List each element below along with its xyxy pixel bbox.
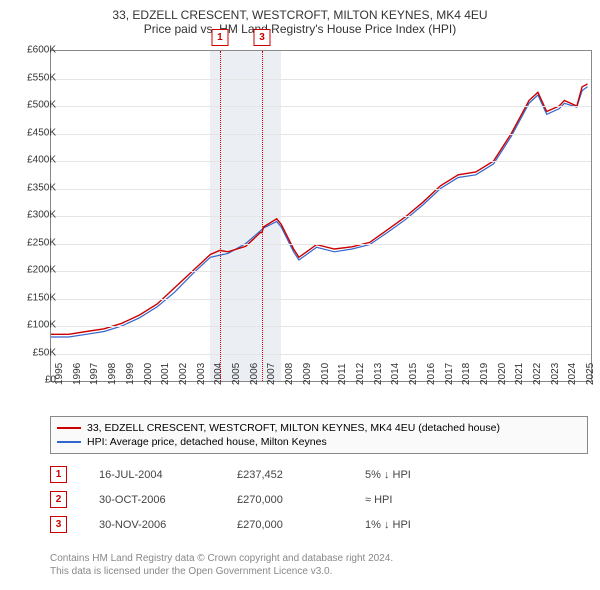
gridline-h [51, 189, 591, 190]
y-tick-label: £350K [27, 182, 56, 193]
gridline-h [51, 354, 591, 355]
y-tick-label: £400K [27, 155, 56, 166]
x-tick-label: 2025 [585, 363, 596, 385]
x-tick-label: 2013 [373, 363, 384, 385]
y-tick-label: £450K [27, 127, 56, 138]
x-tick-label: 2009 [302, 363, 313, 385]
title-line-1: 33, EDZELL CRESCENT, WESTCROFT, MILTON K… [10, 8, 590, 22]
legend-swatch [57, 441, 81, 443]
y-tick-label: £100K [27, 320, 56, 331]
x-tick-label: 2012 [355, 363, 366, 385]
event-delta: 5% ↓ HPI [365, 469, 485, 481]
event-vline [262, 51, 263, 381]
y-tick-label: £0 [45, 375, 56, 386]
x-tick-label: 2005 [231, 363, 242, 385]
x-tick-label: 1996 [72, 363, 83, 385]
y-tick-label: £600K [27, 45, 56, 56]
event-number-box: 2 [50, 491, 67, 508]
gridline-h [51, 79, 591, 80]
y-tick-label: £550K [27, 72, 56, 83]
gridline-h [51, 326, 591, 327]
event-marker: 1 [211, 29, 228, 46]
gridline-h [51, 216, 591, 217]
event-row: 2 30-OCT-2006 £270,000 ≈ HPI [50, 487, 590, 512]
y-tick-label: £500K [27, 100, 56, 111]
event-marker: 3 [254, 29, 271, 46]
x-tick-label: 2021 [514, 363, 525, 385]
event-row: 1 16-JUL-2004 £237,452 5% ↓ HPI [50, 462, 590, 487]
x-tick-label: 2015 [408, 363, 419, 385]
x-tick-label: 2018 [461, 363, 472, 385]
event-delta: 1% ↓ HPI [365, 519, 485, 531]
y-tick-label: £250K [27, 237, 56, 248]
x-tick-label: 2011 [337, 363, 348, 385]
legend-row: HPI: Average price, detached house, Milt… [57, 435, 581, 449]
x-tick-label: 2014 [390, 363, 401, 385]
event-number-box: 3 [50, 516, 67, 533]
event-date: 30-OCT-2006 [75, 494, 229, 506]
title-line-2: Price paid vs. HM Land Registry's House … [10, 22, 590, 36]
series-line [51, 84, 588, 334]
event-price: £270,000 [237, 494, 357, 506]
x-tick-label: 2023 [550, 363, 561, 385]
x-tick-label: 2024 [567, 363, 578, 385]
x-tick-label: 2016 [426, 363, 437, 385]
chart-container: 33, EDZELL CRESCENT, WESTCROFT, MILTON K… [0, 0, 600, 590]
event-vline [220, 51, 221, 381]
footer-line-2: This data is licensed under the Open Gov… [50, 565, 590, 578]
y-tick-label: £50K [33, 347, 56, 358]
x-tick-label: 2010 [320, 363, 331, 385]
legend-swatch [57, 427, 81, 429]
gridline-h [51, 244, 591, 245]
y-tick-label: £300K [27, 210, 56, 221]
x-tick-label: 2006 [249, 363, 260, 385]
event-row: 3 30-NOV-2006 £270,000 1% ↓ HPI [50, 512, 590, 537]
x-tick-label: 2019 [479, 363, 490, 385]
events-table: 1 16-JUL-2004 £237,452 5% ↓ HPI 2 30-OCT-2006… [50, 462, 590, 537]
x-tick-label: 2000 [143, 363, 154, 385]
gridline-h [51, 134, 591, 135]
x-tick-label: 2002 [178, 363, 189, 385]
event-number-box: 1 [50, 466, 67, 483]
event-date: 16-JUL-2004 [75, 469, 229, 481]
event-delta: ≈ HPI [365, 494, 485, 506]
x-tick-label: 2008 [284, 363, 295, 385]
y-tick-label: £200K [27, 265, 56, 276]
legend: 33, EDZELL CRESCENT, WESTCROFT, MILTON K… [50, 416, 588, 454]
x-tick-label: 1997 [89, 363, 100, 385]
footer-note: Contains HM Land Registry data © Crown c… [50, 552, 590, 578]
x-tick-label: 2022 [532, 363, 543, 385]
event-price: £237,452 [237, 469, 357, 481]
y-tick-label: £150K [27, 292, 56, 303]
gridline-h [51, 106, 591, 107]
gridline-h [51, 271, 591, 272]
footer-line-1: Contains HM Land Registry data © Crown c… [50, 552, 590, 565]
title-block: 33, EDZELL CRESCENT, WESTCROFT, MILTON K… [0, 0, 600, 40]
x-tick-label: 1998 [107, 363, 118, 385]
x-tick-label: 2020 [497, 363, 508, 385]
legend-text: 33, EDZELL CRESCENT, WESTCROFT, MILTON K… [87, 422, 500, 434]
x-tick-label: 2003 [196, 363, 207, 385]
x-tick-label: 2017 [444, 363, 455, 385]
x-tick-label: 2007 [266, 363, 277, 385]
gridline-h [51, 161, 591, 162]
event-date: 30-NOV-2006 [75, 519, 229, 531]
legend-text: HPI: Average price, detached house, Milt… [87, 436, 327, 448]
x-tick-label: 2001 [160, 363, 171, 385]
x-tick-label: 2004 [213, 363, 224, 385]
x-tick-label: 1999 [125, 363, 136, 385]
gridline-h [51, 299, 591, 300]
legend-row: 33, EDZELL CRESCENT, WESTCROFT, MILTON K… [57, 421, 581, 435]
event-price: £270,000 [237, 519, 357, 531]
chart-plot-area: 1995199619971998199920002001200220032004… [50, 50, 592, 382]
